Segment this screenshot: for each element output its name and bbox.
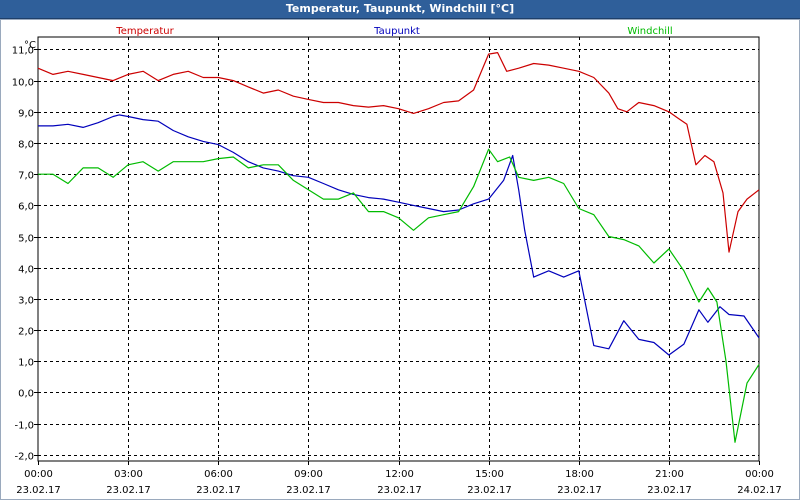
y-tick-label: 7,0: [18, 171, 34, 182]
legend-label-windchill: Windchill: [627, 26, 672, 37]
y-tick-label: 10,0: [12, 78, 34, 89]
x-tick-time: 03:00: [114, 469, 143, 480]
series-line-windchill: [38, 148, 760, 443]
x-tick-date: 23.02.17: [286, 485, 331, 496]
x-tick-date: 23.02.17: [647, 485, 692, 496]
axis-ticks: 11,0 10,0 9,0 8,0 7,0 6,0 5,0 4,0 3,0 2,0 1,0 0,0 -1…: [12, 46, 782, 497]
plot-area: [37, 36, 760, 462]
y-tick-label: 11,0: [12, 46, 34, 57]
window-title: Temperatur, Taupunkt, Windchill [°C]: [285, 2, 515, 15]
x-tick-date: 23.02.17: [106, 485, 151, 496]
y-tick-label: 9,0: [18, 109, 34, 120]
y-tick-label: 8,0: [18, 140, 34, 151]
y-tick-label: -1,0: [14, 421, 34, 432]
x-tick-date: 23.02.17: [467, 485, 512, 496]
x-tick-date: 23.02.17: [377, 485, 422, 496]
x-tick-time: 21:00: [655, 469, 684, 480]
legend-label-taupunkt: Taupunkt: [373, 26, 420, 37]
legend: Temperatur Taupunkt Windchill: [115, 26, 672, 37]
y-tick-label: 2,0: [18, 327, 34, 338]
y-tick-label: -2,0: [14, 452, 34, 463]
x-tick-time: 00:00: [745, 469, 774, 480]
x-tick-time: 06:00: [204, 469, 233, 480]
series-line-taupunkt: [38, 114, 760, 356]
y-tick-label: 1,0: [18, 358, 34, 369]
x-tick-time: 09:00: [294, 469, 323, 480]
x-tick-time: 12:00: [385, 469, 414, 480]
x-tick-time: 15:00: [475, 469, 504, 480]
x-tick-time: 18:00: [565, 469, 594, 480]
x-tick-date: 23.02.17: [557, 485, 602, 496]
title-bar: Temperatur, Taupunkt, Windchill [°C]: [0, 0, 800, 19]
y-tick-label: 4,0: [18, 265, 34, 276]
y-tick-label: 6,0: [18, 202, 34, 213]
series-lines: [37, 51, 760, 443]
x-tick-date: 23.02.17: [196, 485, 241, 496]
legend-label-temperatur: Temperatur: [115, 26, 174, 37]
y-tick-label: 3,0: [18, 296, 34, 307]
y-axis-unit-label: °C: [24, 40, 36, 51]
x-tick-date: 24.02.17: [737, 485, 782, 496]
grid-lines: [38, 37, 759, 461]
series-line-temperatur: [37, 51, 760, 253]
x-tick-date: 23.02.17: [16, 485, 61, 496]
y-tick-label: 5,0: [18, 234, 34, 245]
y-tick-label: 0,0: [18, 389, 34, 400]
x-tick-time: 00:00: [24, 469, 53, 480]
